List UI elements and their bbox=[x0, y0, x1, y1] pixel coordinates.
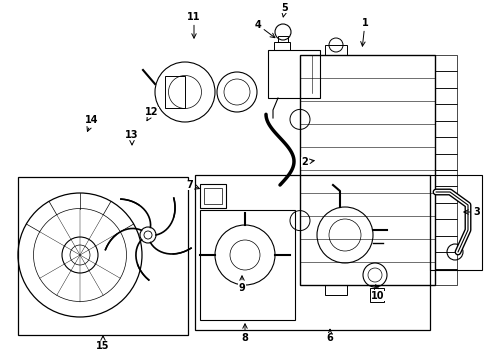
Bar bbox=[274, 42, 290, 50]
Bar bbox=[370, 288, 384, 302]
Bar bbox=[300, 55, 435, 285]
Bar bbox=[435, 219, 457, 236]
Text: 15: 15 bbox=[96, 336, 110, 351]
Bar bbox=[435, 88, 457, 104]
Bar bbox=[18, 177, 188, 335]
Text: 9: 9 bbox=[239, 276, 245, 293]
Bar bbox=[435, 236, 457, 252]
Text: 6: 6 bbox=[327, 329, 333, 343]
Bar bbox=[435, 252, 457, 269]
Bar bbox=[435, 170, 457, 186]
Circle shape bbox=[62, 237, 98, 273]
Bar bbox=[165, 76, 185, 108]
Text: 2: 2 bbox=[302, 157, 314, 167]
Bar bbox=[204, 188, 222, 204]
Bar bbox=[435, 186, 457, 203]
Text: 12: 12 bbox=[145, 107, 159, 121]
Text: 11: 11 bbox=[187, 12, 201, 38]
Bar bbox=[435, 154, 457, 170]
Bar bbox=[325, 45, 347, 55]
Bar bbox=[200, 210, 295, 320]
Bar bbox=[435, 203, 457, 219]
Bar bbox=[268, 50, 320, 98]
Bar bbox=[435, 55, 457, 71]
Bar bbox=[278, 36, 288, 42]
Bar bbox=[435, 71, 457, 88]
Bar bbox=[195, 175, 430, 330]
Text: 5: 5 bbox=[282, 3, 289, 17]
Bar bbox=[200, 184, 226, 208]
Bar bbox=[435, 137, 457, 154]
Text: 4: 4 bbox=[255, 20, 275, 38]
Bar bbox=[435, 121, 457, 137]
Text: 1: 1 bbox=[361, 18, 368, 46]
Text: 8: 8 bbox=[242, 324, 248, 343]
Text: 10: 10 bbox=[371, 285, 385, 301]
Bar bbox=[435, 269, 457, 285]
Text: 14: 14 bbox=[85, 115, 99, 131]
Bar bbox=[430, 175, 482, 270]
Text: 3: 3 bbox=[464, 207, 480, 217]
Text: 13: 13 bbox=[125, 130, 139, 145]
Bar bbox=[325, 285, 347, 295]
Circle shape bbox=[140, 227, 156, 243]
Text: 7: 7 bbox=[187, 180, 199, 190]
Bar bbox=[435, 104, 457, 121]
